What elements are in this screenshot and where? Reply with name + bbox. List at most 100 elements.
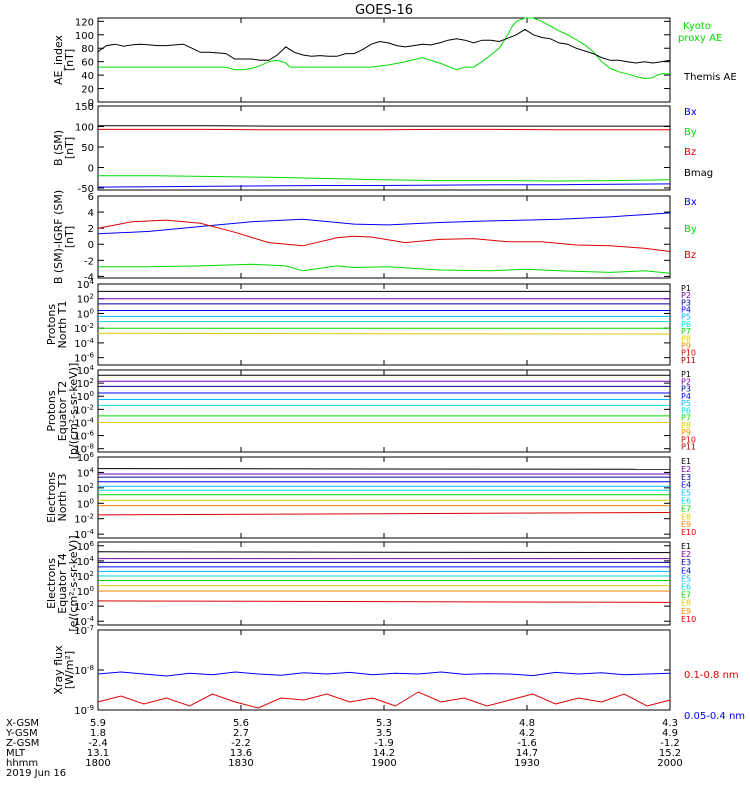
y-axis-label: Electrons [45,558,58,609]
y-tick-label: 6 [88,192,94,203]
series-line-0-05-0-4-nm [97,671,671,677]
legend-label: E5 [681,574,691,583]
series-line-by [98,263,671,274]
legend-label: proxy AE [678,33,722,44]
legend-label: P9 [681,341,691,350]
legend-label: P8 [681,334,691,343]
legend-label: P7 [681,414,691,423]
y-tick-label: 4 [88,208,94,219]
y-tick-label: 10-4 [74,615,94,628]
series-line-0-1-0-8-nm [97,691,671,709]
series-line-bx [97,183,671,188]
panel-frame [97,17,671,103]
y-tick-label: 100 [77,497,94,510]
y-axis-label: [e/(cm²-s-sr-keV)] [67,535,80,631]
legend-label: P7 [681,327,691,336]
y-tick-label: -50 [78,184,94,195]
panel-frame [97,283,671,366]
legend-label: P11 [681,443,696,452]
legend-label: P5 [681,313,691,322]
y-tick-label: 102 [77,293,94,306]
y-tick-label: 20 [81,85,94,96]
legend-label: P9 [681,428,691,437]
y-tick-label: 104 [77,555,95,568]
y-axis-label: Protons [45,390,58,431]
series-line-e10 [97,512,671,516]
y-tick-label: 60 [81,58,94,69]
legend-label: By [684,127,697,138]
legend-label: Kyoto [683,21,711,32]
legend-label: P1 [681,284,691,293]
y-axis-label: Protons [45,304,58,345]
legend-label: P2 [681,291,691,300]
y-tick-label: 10-7 [74,624,94,637]
series-line-themis-ae [97,28,671,64]
y-tick-label: 0 [88,98,94,109]
orbit-value: -1.6 [517,738,537,749]
legend-label: E7 [681,591,691,600]
legend-label: 0.1-0.8 nm [684,670,739,681]
y-tick-label: 100 [75,31,94,42]
orbit-value: 4.8 [519,718,535,729]
y-tick-label: 100 [77,307,94,320]
series-line-e1 [97,551,671,554]
orbit-value: 2.7 [233,728,249,739]
y-tick-label: 102 [77,377,94,390]
y-axis-label: North T1 [56,301,69,349]
legend-label: P3 [681,298,691,307]
y-tick-label: 104 [77,278,95,291]
legend-label: E3 [681,558,691,567]
legend-label: Bx [684,107,697,118]
legend-label: E6 [681,497,691,506]
orbit-value: 13.1 [87,748,109,759]
y-axis-label: Xray flux [52,645,65,695]
y-tick-label: 102 [77,570,94,583]
y-tick-label: 106 [77,540,95,553]
orbit-value: 4.9 [662,728,678,739]
legend-label: P10 [681,435,696,444]
legend-label: E8 [681,599,691,608]
orbit-value: 5.9 [90,718,106,729]
y-tick-label: 80 [81,44,94,55]
legend-label: E1 [681,542,691,551]
legend-label: E9 [681,607,691,616]
series-line-e10 [97,600,671,603]
legend-label: E6 [681,583,691,592]
legend-label: P3 [681,385,691,394]
orbit-value: -2.2 [231,738,251,749]
series-line-by [98,175,671,182]
y-tick-label: 10-8 [74,443,94,456]
legend-label: P4 [681,392,691,401]
legend-label: E7 [681,504,691,513]
orbit-value: 3.5 [376,728,392,739]
y-tick-label: 10-4 [74,416,94,429]
orbit-value: 2000 [657,758,682,769]
y-tick-label: 104 [77,364,95,377]
legend-label: E9 [681,520,691,529]
y-tick-label: 2 [88,224,94,235]
legend-label: P10 [681,349,696,358]
legend-label: By [684,224,697,235]
legend-label: E3 [681,473,691,482]
orbit-value: 1.8 [90,728,106,739]
y-axis-label: [nT] [63,137,76,159]
plot-title: GOES-16 [355,3,413,18]
orbit-row-label: Y-GSM [5,728,38,739]
y-axis-label: [nT] [63,49,76,71]
orbit-value: 14.2 [373,748,395,759]
orbit-value: 1800 [85,758,110,769]
legend-label: Bz [684,147,696,158]
y-tick-label: 10-2 [74,403,94,416]
legend-label: E4 [681,566,691,575]
panel-8: 10-7 10-8 10-9 Xray flux [W/m²] 0.1-0.8 nm 0.… [52,624,745,722]
orbit-row-label: X-GSM [6,718,39,729]
orbit-row-label: Z-GSM [6,738,39,749]
y-tick-label: 102 [77,482,94,495]
y-tick-label: 100 [75,122,94,133]
y-tick-label: 0 [88,240,94,251]
legend-label: Bmag [684,168,713,179]
y-tick-label: 100 [77,585,94,598]
legend-label: E10 [681,528,696,537]
